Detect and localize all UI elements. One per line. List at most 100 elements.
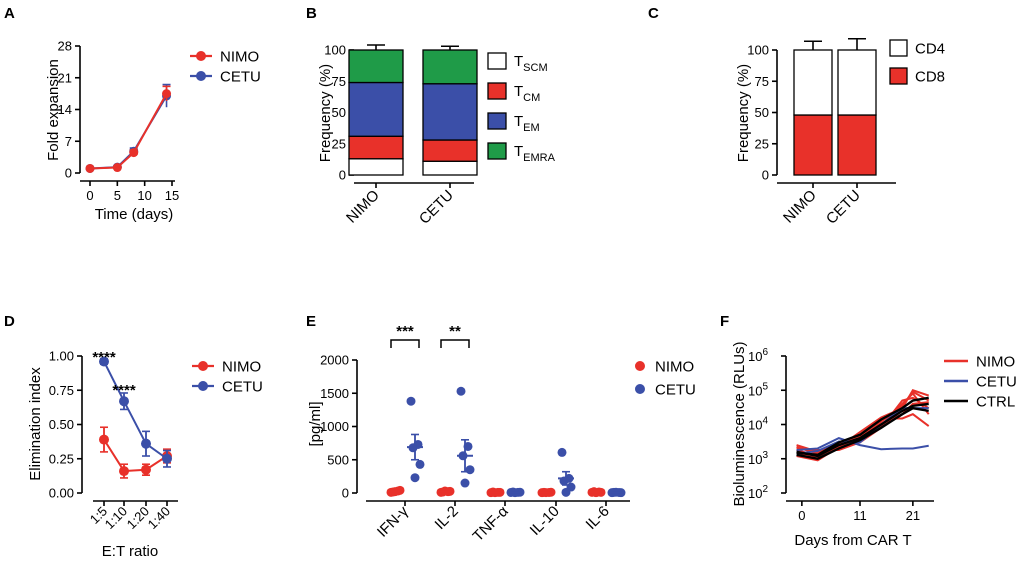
panel-b-legend-label: TSCM	[514, 53, 548, 74]
panel-e-x-tick-label: IL-10	[527, 503, 563, 539]
panel-f-legend-label: NIMO	[976, 354, 1015, 371]
panel-a-x-tick-label: 0	[86, 188, 93, 203]
panel-a-y-tick-label: 14	[58, 102, 72, 117]
panel-f-y-tick-base: 10	[748, 486, 762, 501]
panel-d-point-nimo	[119, 466, 129, 477]
panel-e-x-tick-label: IL-2	[432, 503, 462, 533]
panel-c-legend-label: CD8	[915, 69, 945, 86]
panel-d-point-cetu	[162, 453, 172, 464]
panel-c-legend-swatch	[889, 39, 908, 57]
panel-f-y-tick-exp: 5	[762, 381, 768, 392]
panel-e-point-cetu	[406, 396, 416, 406]
panel-f-y-tick-label: 102	[748, 484, 768, 501]
panel-b-legend-label: TEMRA	[514, 143, 556, 164]
panel-e-chart: 0 500 1000 1500 2000 IFN-γ IL-2 TNF-α IL-10 IL-6 […	[307, 323, 696, 545]
panel-b-legend-swatch	[487, 142, 507, 160]
panel-a-series-nimo-line	[89, 93, 168, 170]
panel-b-x-tick-label: CETU	[416, 187, 457, 228]
panel-f-y-tick-base: 10	[748, 418, 762, 433]
panel-b-y-tick-label: 0	[339, 168, 346, 183]
panel-c-y-tick-label: 0	[762, 168, 769, 183]
panel-b-bar-cm	[422, 139, 478, 162]
panel-e-y-label: [pg/ml]	[307, 401, 324, 446]
panel-c-bar-cd8	[837, 114, 877, 176]
panel-d-point-cetu	[119, 396, 129, 407]
panel-b-legend-label: TCM	[514, 83, 540, 104]
panel-b-bar-scm	[348, 158, 404, 176]
panel-a-legend-label: NIMO	[220, 49, 259, 66]
panel-a-legend-label: CETU	[220, 69, 261, 86]
panel-d-x-tick-label: 1:40	[145, 504, 174, 533]
panel-d-point-nimo	[141, 464, 151, 475]
panel-a-point-nimo	[129, 148, 139, 158]
panel-f-y-tick-exp: 3	[762, 450, 768, 461]
panel-f-y-tick-base: 10	[748, 383, 762, 398]
panel-d-y-label: Elimination index	[27, 367, 44, 481]
panel-d-point-cetu	[99, 356, 109, 367]
panel-a-chart: 0 7 14 21 28 0 5 10 15 Fold expansion Time (days) N…	[45, 39, 261, 224]
panel-d-significance: ****	[92, 349, 116, 366]
panel-e-x-tick-label: IL-6	[583, 503, 613, 533]
panel-b-legend-main: T	[514, 53, 523, 70]
panel-c-y-tick-label: 75	[755, 74, 769, 89]
panel-f-x-tick-label: 11	[853, 508, 867, 523]
panel-c-y-tick-label: 50	[755, 105, 769, 120]
panel-f-x-tick-label: 0	[798, 508, 805, 523]
panel-b-y-label: Frequency (%)	[317, 64, 334, 162]
panel-b-legend-main: T	[514, 113, 523, 130]
panel-e-significance-bracket	[390, 339, 420, 348]
panel-e-y-tick-label: 1500	[320, 386, 349, 401]
panel-c-y-label: Frequency (%)	[735, 64, 752, 162]
panel-a-x-label: Time (days)	[95, 206, 174, 223]
panel-f-series-ctrl-line	[796, 396, 929, 457]
panel-label-f: F	[720, 313, 729, 330]
panel-a-x-tick-label: 5	[114, 188, 121, 203]
panel-d-series-cetu-line	[103, 361, 168, 460]
panel-d-series-nimo-line	[103, 439, 168, 473]
panel-e-point-cetu	[456, 386, 466, 396]
panel-b-legend-sub: SCM	[523, 62, 547, 74]
panel-f-legend-label: CTRL	[976, 394, 1015, 411]
panel-e-x-tick-label: TNF-α	[470, 503, 513, 546]
panel-d-legend-label: NIMO	[222, 359, 261, 376]
panel-e-point-cetu	[460, 478, 470, 488]
panel-c-y-tick-label: 25	[755, 136, 769, 151]
panel-b-legend-sub: EM	[523, 122, 540, 134]
panel-d-legend-marker	[198, 381, 208, 391]
panel-b-legend-swatch	[487, 82, 507, 100]
panel-d-significance: ****	[112, 382, 136, 399]
panel-c-bar-cd8	[793, 114, 833, 176]
panel-d-legend-marker	[198, 361, 208, 371]
panel-b-legend-sub: CM	[523, 92, 540, 104]
panel-e-legend-label: NIMO	[655, 359, 694, 376]
panel-d-x-label: E:T ratio	[102, 543, 158, 560]
panel-a-y-tick-label: 0	[65, 166, 72, 181]
panel-e-legend-marker	[635, 384, 645, 394]
panel-b-y-tick-label: 100	[324, 43, 346, 58]
panel-b-bar-scm	[422, 160, 478, 176]
panel-e-y-tick-label: 0	[342, 486, 349, 501]
panel-a-point-nimo	[85, 163, 95, 173]
panel-c-y-tick-label: 100	[747, 43, 769, 58]
panel-e-y-tick-label: 500	[327, 452, 349, 467]
panel-a-y-label: Fold expansion	[45, 59, 62, 161]
panel-c-x-tick-label: NIMO	[780, 187, 820, 227]
panel-f-series-cetu-line	[796, 437, 929, 452]
panel-e-legend-marker	[635, 361, 645, 371]
panel-f-y-tick-label: 104	[748, 416, 768, 433]
panel-d-point-nimo	[99, 434, 109, 445]
panel-b-legend-sub: EMRA	[523, 152, 555, 164]
panel-f-x-tick-label: 21	[906, 508, 920, 523]
panel-b-legend-main: T	[514, 143, 523, 160]
panel-c-chart: 0 25 50 75 100 Frequency (%) NIMO CETU CD4 CD8	[735, 37, 945, 228]
panel-d-y-tick-label: 1.00	[49, 349, 74, 364]
panel-d-legend-label: CETU	[222, 379, 263, 396]
panel-f-y-tick-exp: 6	[762, 347, 768, 358]
panel-f-series-ctrl-line	[796, 402, 929, 458]
panel-b-legend-main: T	[514, 83, 523, 100]
panel-label-e: E	[306, 313, 316, 330]
panel-b-bar-em	[422, 83, 478, 141]
